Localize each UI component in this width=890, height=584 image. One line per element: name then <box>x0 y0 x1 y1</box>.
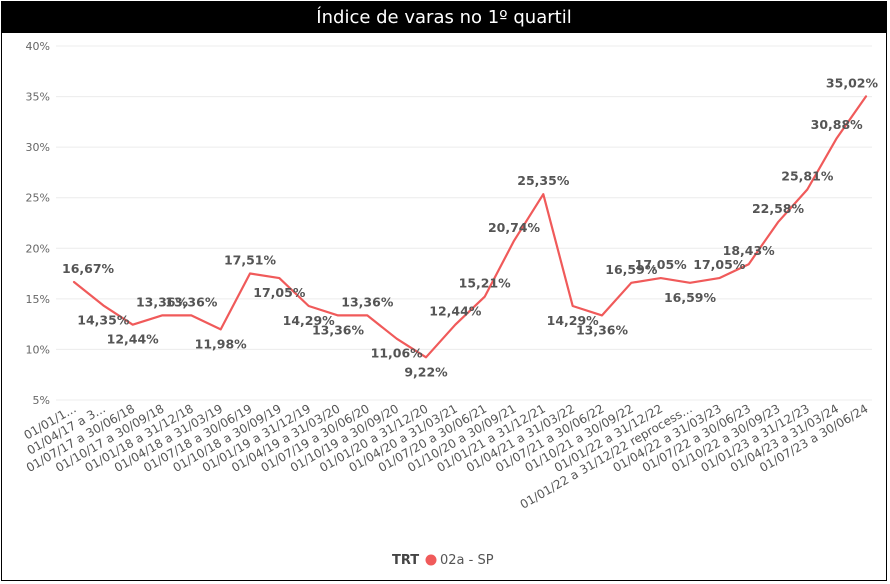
data-label: 12,44% <box>429 304 482 319</box>
data-label: 17,05% <box>635 257 688 272</box>
y-tick-label: 35% <box>26 91 50 104</box>
data-labels: 16,67%14,35%12,44%13,36%13,36%11,98%17,5… <box>62 75 878 379</box>
series-layer <box>72 95 868 359</box>
data-label: 11,06% <box>371 346 424 361</box>
data-label: 13,36% <box>341 294 394 309</box>
x-axis: 01/01/1...01/04/17 a 3...01/07/17 a 30/0… <box>22 401 871 511</box>
data-label: 18,43% <box>723 243 776 258</box>
data-label: 35,02% <box>826 75 879 90</box>
data-label: 9,22% <box>404 364 448 379</box>
data-label: 25,81% <box>781 169 834 184</box>
data-label: 11,98% <box>195 336 248 351</box>
y-tick-label: 40% <box>26 40 50 53</box>
legend: TRT 02a - SP <box>392 553 494 568</box>
data-label: 30,88% <box>811 117 864 132</box>
gridlines <box>56 45 872 401</box>
data-label: 17,05% <box>253 285 306 300</box>
y-tick-label: 25% <box>26 192 50 205</box>
chart-title: Índice de varas no 1º quartil <box>2 2 886 33</box>
y-tick-label: 30% <box>26 141 50 154</box>
data-label: 14,35% <box>77 312 130 327</box>
y-tick-label: 10% <box>26 343 50 356</box>
data-label: 16,59% <box>605 262 658 277</box>
data-label: 22,58% <box>752 201 805 216</box>
data-label: 12,44% <box>107 332 160 347</box>
y-axis: 5% 10% 15% 20% 25% 30% 35% 40% <box>26 40 50 407</box>
series-line-02a-sp <box>72 95 868 359</box>
legend-marker <box>425 554 437 566</box>
data-label: 14,29% <box>283 313 336 328</box>
legend-title: TRT <box>392 553 419 568</box>
y-tick-label: 20% <box>26 242 50 255</box>
data-label: 16,67% <box>62 261 115 276</box>
data-label: 16,59% <box>664 290 717 305</box>
legend-label: 02a - SP <box>440 553 494 568</box>
y-tick-label: 5% <box>33 394 50 407</box>
data-label: 25,35% <box>517 173 570 188</box>
y-tick-label: 15% <box>26 293 50 306</box>
data-label: 13,36% <box>312 322 365 337</box>
data-label: 17,51% <box>224 252 277 267</box>
data-label: 14,29% <box>547 313 600 328</box>
data-label: 20,74% <box>488 220 541 235</box>
data-label: 13,36% <box>165 294 218 309</box>
data-label: 13,36% <box>576 322 629 337</box>
data-label: 15,21% <box>459 276 512 291</box>
data-label: 13,36% <box>136 294 189 309</box>
data-label: 17,05% <box>693 257 746 272</box>
